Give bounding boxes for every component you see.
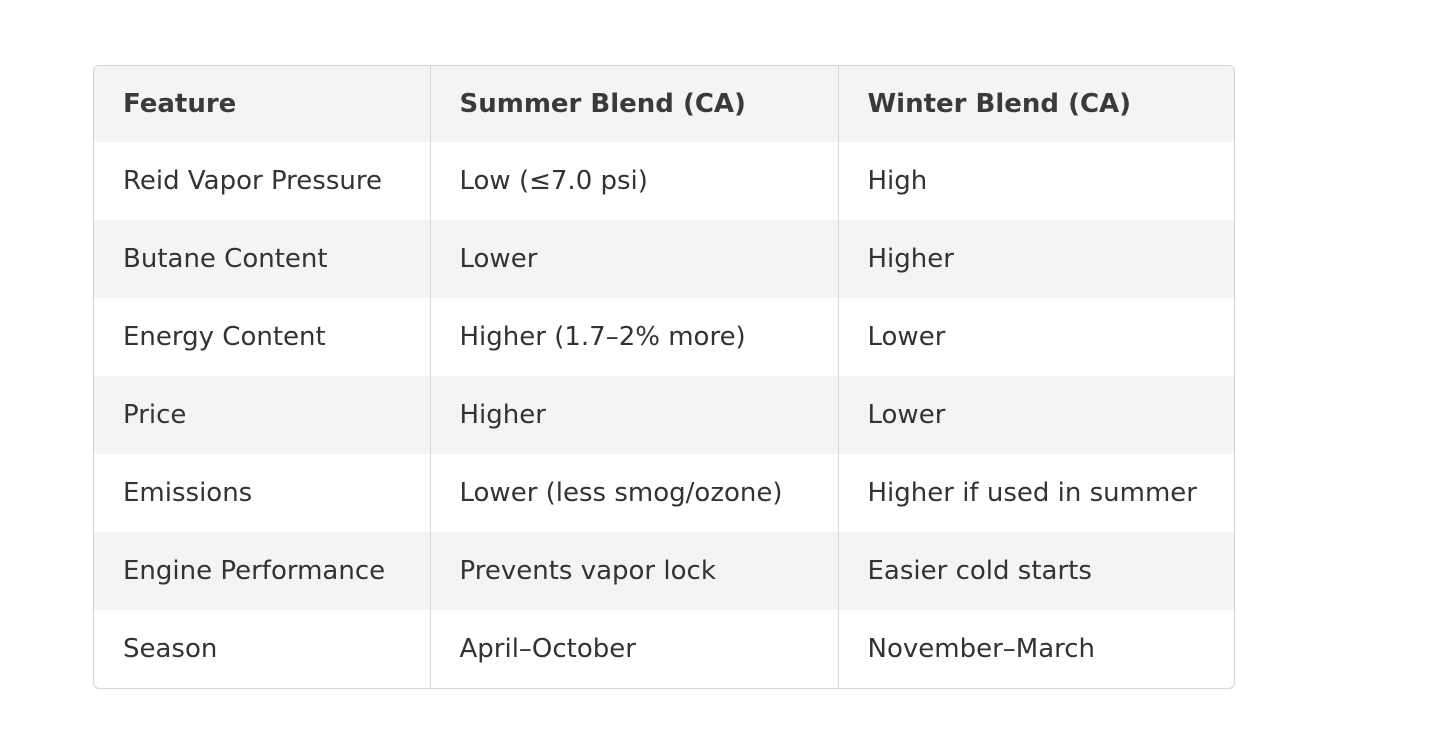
table-row: Season April–October November–March [94,610,1234,688]
table-cell: Reid Vapor Pressure [123,166,382,196]
table-cell: Emissions [123,478,253,508]
table-cell: Energy Content [123,322,326,352]
table-row: Energy Content Higher (1.7–2% more) Lower [94,298,1234,376]
table-row: Reid Vapor Pressure Low (≤7.0 psi) High [94,142,1234,220]
table-cell: Easier cold starts [837,532,1234,610]
table-cell: Low (≤7.0 psi) [429,142,838,220]
comparison-table: Feature Summer Blend (CA) Winter Blend (CA… [94,66,1234,688]
table-cell: High [837,142,1234,220]
table-cell: Higher if used in summer [837,454,1234,532]
header-cell: Summer Blend (CA) [429,66,838,142]
table-cell: Higher (1.7–2% more) [429,298,838,376]
table-container: Feature Summer Blend (CA) Winter Blend (CA… [93,65,1235,689]
table-cell: Engine Performance [94,532,430,610]
table-row: Butane Content Lower Higher [94,220,1234,298]
table-row: Price Higher Lower [94,376,1234,454]
header-row: Feature Summer Blend (CA) Winter Blend (CA… [94,66,1234,142]
header-cell: Feature [94,66,430,142]
table-cell: April–October [429,610,838,688]
table-row: Emissions Lower (less smog/ozone) Higher i… [94,454,1234,532]
table-cell: Lower [837,298,1234,376]
table-cell: Lower (less smog/ozone) [429,454,838,532]
table-cell: Season [123,634,218,664]
table-cell: Butane Content [94,220,430,298]
table-cell: Higher [429,376,838,454]
table-cell: November–March [837,610,1234,688]
table-cell: Lower [837,376,1234,454]
table-row: Engine Performance Prevents vapor lock Eas… [94,532,1234,610]
table-cell: Lower [429,220,838,298]
table-cell: Price [94,376,430,454]
header-cell: Winter Blend (CA) [837,66,1234,142]
table-cell: Prevents vapor lock [429,532,838,610]
table-cell: Higher [837,220,1234,298]
table-body: Reid Vapor Pressure Low (≤7.0 psi) High But… [94,142,1234,688]
